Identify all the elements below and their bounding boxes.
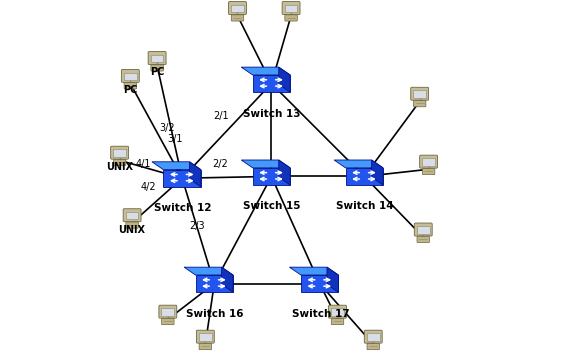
FancyBboxPatch shape <box>231 5 244 12</box>
Polygon shape <box>371 160 383 185</box>
FancyBboxPatch shape <box>121 69 139 82</box>
Polygon shape <box>334 160 383 168</box>
FancyBboxPatch shape <box>113 159 126 166</box>
Polygon shape <box>196 275 233 292</box>
Text: PC: PC <box>123 85 137 95</box>
FancyBboxPatch shape <box>411 87 428 100</box>
Polygon shape <box>327 267 339 292</box>
Polygon shape <box>189 162 201 187</box>
Text: Switch 15: Switch 15 <box>243 202 301 211</box>
FancyBboxPatch shape <box>199 343 212 350</box>
FancyBboxPatch shape <box>231 15 244 21</box>
Text: Switch 13: Switch 13 <box>243 109 301 118</box>
Polygon shape <box>152 162 201 170</box>
Polygon shape <box>346 168 383 185</box>
FancyBboxPatch shape <box>113 149 126 157</box>
Text: 3/2: 3/2 <box>159 123 175 133</box>
FancyBboxPatch shape <box>148 51 166 64</box>
Text: 4/1: 4/1 <box>135 159 151 169</box>
FancyBboxPatch shape <box>417 226 430 234</box>
FancyBboxPatch shape <box>420 155 438 168</box>
FancyBboxPatch shape <box>285 5 297 12</box>
Text: 2/2: 2/2 <box>212 159 228 169</box>
FancyBboxPatch shape <box>197 330 214 343</box>
Polygon shape <box>242 160 290 168</box>
FancyBboxPatch shape <box>365 330 382 343</box>
FancyBboxPatch shape <box>162 319 174 325</box>
FancyBboxPatch shape <box>110 146 129 159</box>
Polygon shape <box>252 168 290 185</box>
Text: 3/1: 3/1 <box>167 134 183 144</box>
FancyBboxPatch shape <box>331 319 344 325</box>
FancyBboxPatch shape <box>417 236 430 243</box>
FancyBboxPatch shape <box>151 55 163 62</box>
FancyBboxPatch shape <box>367 333 380 341</box>
FancyBboxPatch shape <box>422 158 435 166</box>
FancyBboxPatch shape <box>123 209 141 222</box>
FancyBboxPatch shape <box>415 223 432 236</box>
FancyBboxPatch shape <box>151 65 163 71</box>
FancyBboxPatch shape <box>331 309 344 316</box>
Polygon shape <box>279 160 290 185</box>
Text: PC: PC <box>150 67 164 77</box>
FancyBboxPatch shape <box>413 100 426 107</box>
Polygon shape <box>184 267 233 275</box>
Polygon shape <box>163 170 201 187</box>
Text: 4/2: 4/2 <box>140 182 156 192</box>
Text: Switch 14: Switch 14 <box>336 202 394 211</box>
Text: Switch 12: Switch 12 <box>154 203 212 213</box>
FancyBboxPatch shape <box>126 212 139 219</box>
Polygon shape <box>289 267 339 275</box>
Polygon shape <box>242 67 290 75</box>
FancyBboxPatch shape <box>285 15 297 21</box>
FancyBboxPatch shape <box>423 168 435 175</box>
FancyBboxPatch shape <box>124 73 137 80</box>
FancyBboxPatch shape <box>413 90 426 98</box>
Text: 2/3: 2/3 <box>190 221 205 231</box>
Text: UNIX: UNIX <box>118 225 145 235</box>
Polygon shape <box>301 275 339 292</box>
Text: Switch 17: Switch 17 <box>292 309 349 319</box>
FancyBboxPatch shape <box>159 305 177 318</box>
FancyBboxPatch shape <box>228 1 247 14</box>
Polygon shape <box>252 75 290 92</box>
FancyBboxPatch shape <box>199 333 212 341</box>
FancyBboxPatch shape <box>328 305 347 318</box>
FancyBboxPatch shape <box>126 222 139 228</box>
Text: 2/1: 2/1 <box>213 111 229 121</box>
Text: UNIX: UNIX <box>106 162 133 172</box>
Polygon shape <box>279 67 290 92</box>
Text: Switch 16: Switch 16 <box>186 309 244 319</box>
FancyBboxPatch shape <box>367 343 380 350</box>
FancyBboxPatch shape <box>124 83 136 89</box>
FancyBboxPatch shape <box>162 309 174 316</box>
Polygon shape <box>221 267 233 292</box>
FancyBboxPatch shape <box>282 1 300 14</box>
